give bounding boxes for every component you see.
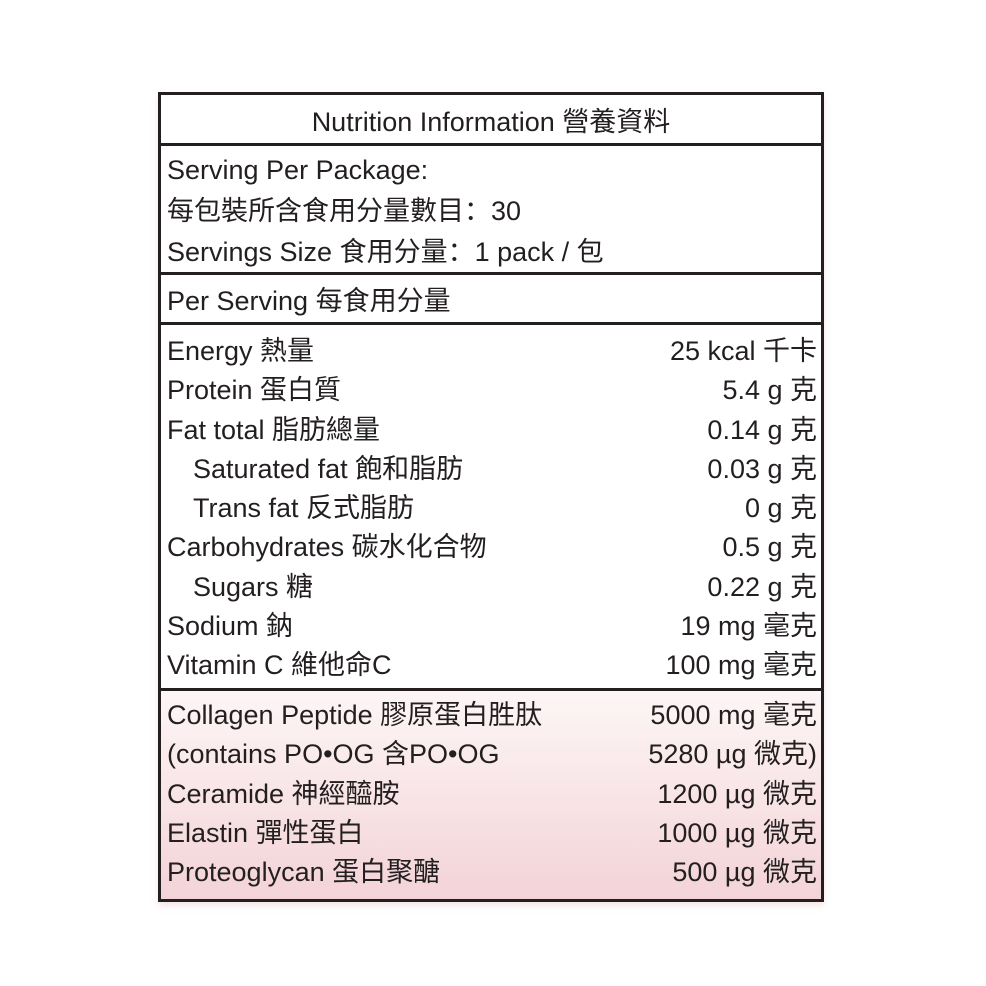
nutrient-row: Protein 蛋白質 5.4 g 克: [161, 371, 821, 410]
nutrient-row: Fat total 脂肪總量 0.14 g 克: [161, 411, 821, 450]
extra-row: Collagen Peptide 膠原蛋白胜肽 5000 mg 毫克: [161, 696, 821, 735]
extra-value: 500 µg 微克: [672, 857, 817, 888]
extra-name: Ceramide 神經醯胺: [167, 778, 400, 809]
extra-name: (contains PO•OG 含PO•OG: [167, 739, 500, 770]
nutrient-row: Carbohydrates 碳水化合物 0.5 g 克: [161, 528, 821, 567]
nutrient-value: 0 g 克: [744, 493, 817, 524]
nutrient-value: 19 mg 毫克: [680, 611, 817, 642]
nutrient-value: 25 kcal 千卡: [669, 336, 817, 366]
nutrient-name: Vitamin C 維他命C: [167, 650, 392, 681]
extra-name: Collagen Peptide 膠原蛋白胜肽: [167, 700, 543, 730]
servings-per-package-value: 每包裝所含食用分量數目：30: [167, 196, 522, 226]
nutrient-name: Fat total 脂肪總量: [167, 414, 381, 445]
serving-size: Servings Size 食用分量：1 pack / 包: [167, 237, 604, 267]
nutrient-value: 0.03 g 克: [707, 453, 817, 484]
extra-row: (contains PO•OG 含PO•OG 5280 µg 微克): [161, 735, 821, 774]
extra-value: 1200 µg 微克: [657, 778, 817, 809]
nutrient-value: 5.4 g 克: [722, 375, 817, 406]
nutrient-name: Energy 熱量: [167, 336, 315, 366]
nutrient-value: 0.5 g 克: [722, 532, 817, 563]
extra-name: Proteoglycan 蛋白聚醣: [167, 857, 441, 888]
extra-value: 5280 µg 微克): [648, 739, 817, 770]
extra-name: Elastin 彈性蛋白: [167, 817, 364, 848]
nutrient-name: Saturated fat 飽和脂肪: [193, 453, 464, 484]
nutrient-name: Protein 蛋白質: [167, 375, 342, 406]
nutrient-name: Carbohydrates 碳水化合物: [167, 532, 487, 563]
nutrients-table: Energy 熱量 25 kcal 千卡 Protein 蛋白質 5.4 g 克 F…: [161, 325, 821, 691]
nutrient-name: Sodium 鈉: [167, 611, 294, 642]
nutrient-value: 100 mg 毫克: [665, 650, 817, 681]
nutrient-row: Vitamin C 維他命C 100 mg 毫克: [161, 646, 821, 685]
extra-row: Ceramide 神經醯胺 1200 µg 微克: [161, 775, 821, 814]
nutrient-value: 0.22 g 克: [707, 571, 817, 602]
extras-table: Collagen Peptide 膠原蛋白胜肽 5000 mg 毫克 (conta…: [161, 691, 821, 899]
per-serving-header: Per Serving 每食用分量: [161, 275, 821, 325]
extra-value: 5000 mg 毫克: [650, 700, 817, 730]
extra-row: Proteoglycan 蛋白聚醣 500 µg 微克: [161, 853, 821, 892]
serving-info: Serving Per Package: 每包裝所含食用分量數目：30 Serv…: [161, 146, 821, 275]
nutrient-value: 0.14 g 克: [707, 414, 817, 445]
nutrient-row: Sugars 糖 0.22 g 克: [161, 568, 821, 607]
nutrient-name: Sugars 糖: [193, 571, 314, 602]
nutrition-label: Nutrition Information 營養資料 Serving Per P…: [158, 92, 824, 902]
label-title: Nutrition Information 營養資料: [161, 95, 821, 146]
nutrient-row: Trans fat 反式脂肪 0 g 克: [161, 489, 821, 528]
extra-value: 1000 µg 微克: [657, 817, 817, 848]
nutrient-row: Energy 熱量 25 kcal 千卡: [161, 332, 821, 371]
servings-per-package-label: Serving Per Package:: [167, 155, 429, 185]
nutrient-row: Saturated fat 飽和脂肪 0.03 g 克: [161, 450, 821, 489]
nutrient-name: Trans fat 反式脂肪: [193, 493, 415, 524]
extra-row: Elastin 彈性蛋白 1000 µg 微克: [161, 814, 821, 853]
nutrient-row: Sodium 鈉 19 mg 毫克: [161, 607, 821, 646]
